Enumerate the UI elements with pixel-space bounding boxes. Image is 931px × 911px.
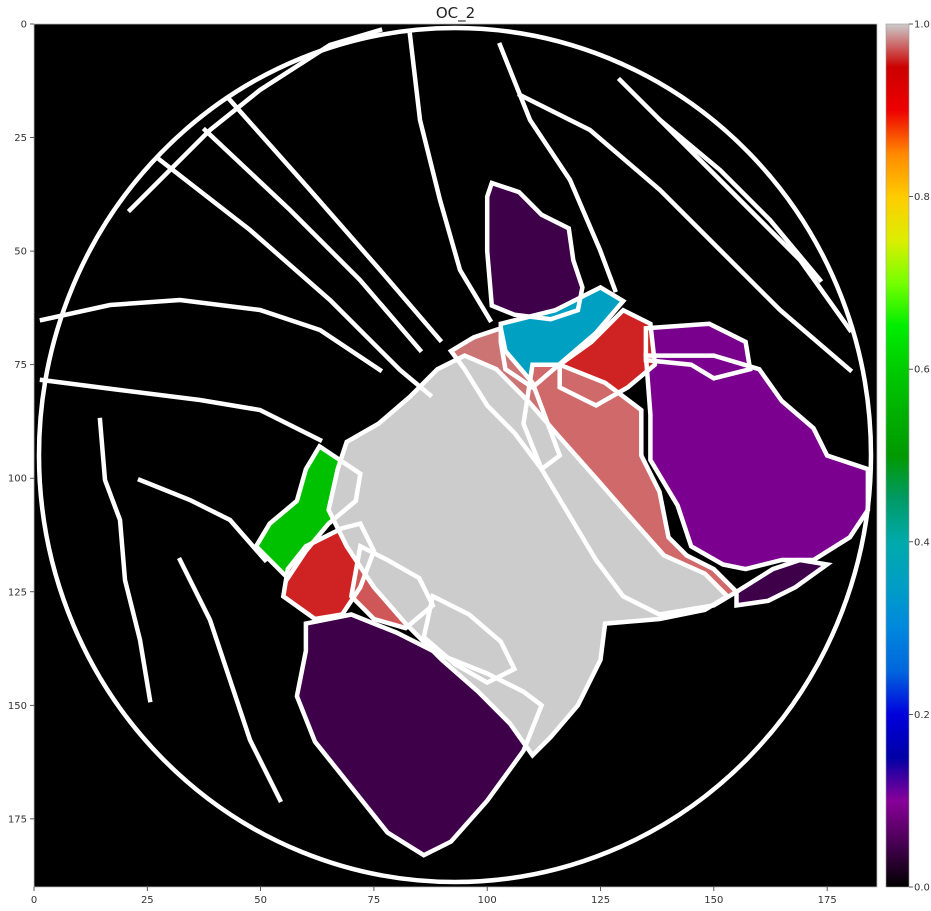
contour-line (126, 27, 383, 214)
region-outline-13 (326, 353, 732, 759)
colorbar-tick-label: 0.6 (914, 365, 930, 376)
region-outline-8 (280, 520, 377, 622)
region-outline-12 (447, 325, 563, 473)
contour-line (226, 96, 444, 344)
region-outline-11 (521, 362, 741, 617)
colorbar-tick-label: 0.2 (914, 710, 930, 721)
x-tick-label: 25 (141, 895, 154, 906)
y-tick-label: 175 (8, 814, 27, 825)
y-tick-label: 125 (8, 587, 27, 598)
brain-outline (36, 25, 874, 885)
region-2 (645, 355, 868, 570)
x-tick-label: 150 (704, 895, 723, 906)
plot-area (33, 23, 878, 888)
contour-line (39, 377, 324, 444)
y-axis: 0 25 50 75 100 125 150 175 (8, 20, 34, 825)
region-13 (328, 355, 728, 756)
region-outline-2 (643, 353, 871, 572)
region-0 (487, 183, 583, 320)
colorbar: 0.0 0.2 0.4 0.6 0.8 1.0 (885, 20, 930, 894)
region-outline-5 (498, 284, 627, 391)
region-outline-7 (557, 307, 658, 409)
colorbar-tick-label: 0.4 (914, 537, 930, 548)
colorbar-tick-label: 0.0 (914, 883, 930, 894)
y-tick-label: 50 (14, 247, 27, 258)
contour-line (39, 297, 384, 374)
contour-line (156, 156, 434, 399)
y-tick-label: 25 (14, 133, 27, 144)
x-tick-label: 100 (478, 895, 497, 906)
region-outline-10 (421, 592, 518, 686)
x-tick-label: 125 (591, 895, 610, 906)
colorbar-tick-label: 0.8 (914, 192, 930, 203)
y-tick-label: 75 (14, 360, 27, 371)
x-tick-label: 50 (254, 895, 267, 906)
x-tick-label: 175 (818, 895, 837, 906)
region-5 (500, 287, 624, 388)
plot-frame (33, 23, 878, 888)
colorbar-ticks: 0.0 0.2 0.4 0.6 0.8 1.0 (909, 20, 930, 894)
region-outline-9 (348, 542, 436, 631)
contour-line (656, 116, 824, 284)
x-tick-label: 75 (368, 895, 381, 906)
y-tick-label: 150 (8, 701, 27, 712)
chart-title: OC_2 (436, 4, 475, 23)
region-outlines (253, 180, 871, 858)
region-3 (736, 560, 828, 606)
background-outlines (36, 25, 874, 885)
contour-line (137, 477, 269, 564)
region-11 (523, 364, 737, 615)
contour-line (97, 417, 153, 703)
x-axis: 0 25 50 75 100 125 150 175 (31, 887, 837, 906)
region-outline-0 (484, 180, 585, 322)
region-outline-3 (734, 557, 833, 609)
x-tick-label: 0 (31, 895, 37, 906)
contour-line (516, 91, 854, 374)
y-tick-label: 100 (8, 474, 27, 485)
contour-line (201, 126, 424, 354)
contour-line (176, 556, 284, 804)
colorbar-tick-label: 1.0 (914, 20, 930, 31)
colorbar-gradient (885, 23, 910, 888)
contour-line (407, 32, 494, 324)
y-tick-label: 0 (21, 20, 27, 31)
